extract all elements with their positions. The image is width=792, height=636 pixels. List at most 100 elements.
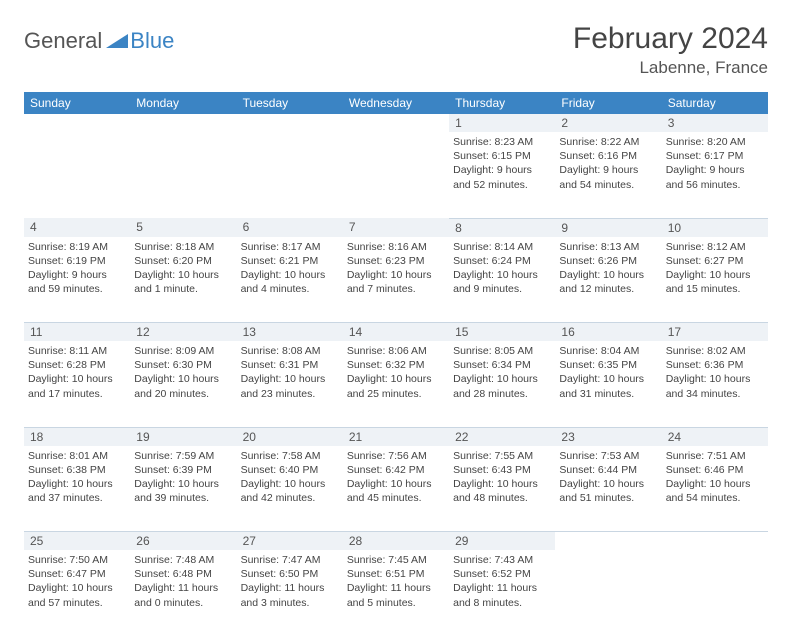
day-cell-content: Sunrise: 7:48 AMSunset: 6:48 PMDaylight:… [134, 553, 232, 610]
calendar-table: Sunday Monday Tuesday Wednesday Thursday… [24, 92, 768, 636]
day-number: 5 [130, 218, 236, 237]
day-number: 23 [555, 427, 661, 446]
sunrise-text: Sunrise: 7:51 AM [666, 449, 764, 463]
week-row: Sunrise: 8:01 AMSunset: 6:38 PMDaylight:… [24, 446, 768, 532]
daylight-text: Daylight: 10 hours and 34 minutes. [666, 372, 764, 400]
day-cell-content: Sunrise: 7:47 AMSunset: 6:50 PMDaylight:… [241, 553, 339, 610]
logo: General Blue [24, 22, 174, 54]
sunrise-text: Sunrise: 8:12 AM [666, 240, 764, 254]
sunrise-text: Sunrise: 8:18 AM [134, 240, 232, 254]
day-cell [343, 132, 449, 218]
day-cell-content: Sunrise: 8:16 AMSunset: 6:23 PMDaylight:… [347, 240, 445, 297]
day-cell-content: Sunrise: 8:01 AMSunset: 6:38 PMDaylight:… [28, 449, 126, 506]
sunrise-text: Sunrise: 8:13 AM [559, 240, 657, 254]
sunrise-text: Sunrise: 8:20 AM [666, 135, 764, 149]
day-cell: Sunrise: 8:23 AMSunset: 6:15 PMDaylight:… [449, 132, 555, 218]
day-cell: Sunrise: 7:51 AMSunset: 6:46 PMDaylight:… [662, 446, 768, 532]
weekday-header: Wednesday [343, 92, 449, 114]
day-cell: Sunrise: 7:53 AMSunset: 6:44 PMDaylight:… [555, 446, 661, 532]
sunrise-text: Sunrise: 8:22 AM [559, 135, 657, 149]
day-number [24, 114, 130, 132]
day-cell: Sunrise: 8:13 AMSunset: 6:26 PMDaylight:… [555, 237, 661, 323]
day-number: 29 [449, 532, 555, 551]
logo-text-blue: Blue [130, 28, 174, 54]
day-cell-content: Sunrise: 7:53 AMSunset: 6:44 PMDaylight:… [559, 449, 657, 506]
weekday-header: Saturday [662, 92, 768, 114]
day-number [555, 532, 661, 551]
daylight-text: Daylight: 10 hours and 9 minutes. [453, 268, 551, 296]
day-cell: Sunrise: 8:19 AMSunset: 6:19 PMDaylight:… [24, 237, 130, 323]
sunset-text: Sunset: 6:34 PM [453, 358, 551, 372]
day-cell-content: Sunrise: 8:13 AMSunset: 6:26 PMDaylight:… [559, 240, 657, 297]
sunset-text: Sunset: 6:31 PM [241, 358, 339, 372]
sunset-text: Sunset: 6:36 PM [666, 358, 764, 372]
day-cell: Sunrise: 8:08 AMSunset: 6:31 PMDaylight:… [237, 341, 343, 427]
sunrise-text: Sunrise: 7:47 AM [241, 553, 339, 567]
day-cell-content: Sunrise: 8:04 AMSunset: 6:35 PMDaylight:… [559, 344, 657, 401]
day-cell [24, 132, 130, 218]
sunset-text: Sunset: 6:23 PM [347, 254, 445, 268]
day-cell: Sunrise: 8:17 AMSunset: 6:21 PMDaylight:… [237, 237, 343, 323]
daylight-text: Daylight: 10 hours and 48 minutes. [453, 477, 551, 505]
day-cell-content: Sunrise: 8:12 AMSunset: 6:27 PMDaylight:… [666, 240, 764, 297]
sunset-text: Sunset: 6:17 PM [666, 149, 764, 163]
weekday-header: Monday [130, 92, 236, 114]
sunrise-text: Sunrise: 8:05 AM [453, 344, 551, 358]
sunrise-text: Sunrise: 8:01 AM [28, 449, 126, 463]
day-cell-content: Sunrise: 8:17 AMSunset: 6:21 PMDaylight:… [241, 240, 339, 297]
day-cell [555, 550, 661, 636]
day-cell: Sunrise: 8:04 AMSunset: 6:35 PMDaylight:… [555, 341, 661, 427]
day-number: 16 [555, 323, 661, 342]
sunset-text: Sunset: 6:39 PM [134, 463, 232, 477]
sunset-text: Sunset: 6:30 PM [134, 358, 232, 372]
logo-text-general: General [24, 28, 102, 54]
weekday-header-row: Sunday Monday Tuesday Wednesday Thursday… [24, 92, 768, 114]
day-number: 28 [343, 532, 449, 551]
day-cell-content: Sunrise: 7:43 AMSunset: 6:52 PMDaylight:… [453, 553, 551, 610]
day-cell-content: Sunrise: 7:51 AMSunset: 6:46 PMDaylight:… [666, 449, 764, 506]
day-number: 27 [237, 532, 343, 551]
day-number: 25 [24, 532, 130, 551]
page-title: February 2024 [573, 22, 768, 56]
sunset-text: Sunset: 6:51 PM [347, 567, 445, 581]
day-cell-content: Sunrise: 8:14 AMSunset: 6:24 PMDaylight:… [453, 240, 551, 297]
day-cell-content: Sunrise: 7:56 AMSunset: 6:42 PMDaylight:… [347, 449, 445, 506]
day-number: 20 [237, 427, 343, 446]
day-cell: Sunrise: 7:59 AMSunset: 6:39 PMDaylight:… [130, 446, 236, 532]
day-cell: Sunrise: 7:47 AMSunset: 6:50 PMDaylight:… [237, 550, 343, 636]
day-number [130, 114, 236, 132]
sunset-text: Sunset: 6:32 PM [347, 358, 445, 372]
day-cell: Sunrise: 8:02 AMSunset: 6:36 PMDaylight:… [662, 341, 768, 427]
sunset-text: Sunset: 6:35 PM [559, 358, 657, 372]
day-cell: Sunrise: 7:45 AMSunset: 6:51 PMDaylight:… [343, 550, 449, 636]
sunrise-text: Sunrise: 7:43 AM [453, 553, 551, 567]
sunrise-text: Sunrise: 7:56 AM [347, 449, 445, 463]
daylight-text: Daylight: 10 hours and 57 minutes. [28, 581, 126, 609]
day-cell: Sunrise: 7:55 AMSunset: 6:43 PMDaylight:… [449, 446, 555, 532]
daylight-text: Daylight: 9 hours and 59 minutes. [28, 268, 126, 296]
sunset-text: Sunset: 6:47 PM [28, 567, 126, 581]
daylight-text: Daylight: 10 hours and 20 minutes. [134, 372, 232, 400]
day-number: 12 [130, 323, 236, 342]
sunset-text: Sunset: 6:15 PM [453, 149, 551, 163]
sunrise-text: Sunrise: 7:50 AM [28, 553, 126, 567]
sunset-text: Sunset: 6:46 PM [666, 463, 764, 477]
sunset-text: Sunset: 6:43 PM [453, 463, 551, 477]
day-number: 26 [130, 532, 236, 551]
sunrise-text: Sunrise: 8:06 AM [347, 344, 445, 358]
day-number: 8 [449, 218, 555, 237]
day-number: 3 [662, 114, 768, 132]
day-cell: Sunrise: 7:50 AMSunset: 6:47 PMDaylight:… [24, 550, 130, 636]
daylight-text: Daylight: 10 hours and 1 minute. [134, 268, 232, 296]
daylight-text: Daylight: 9 hours and 56 minutes. [666, 163, 764, 191]
daylight-text: Daylight: 10 hours and 4 minutes. [241, 268, 339, 296]
weekday-header: Sunday [24, 92, 130, 114]
sunrise-text: Sunrise: 8:09 AM [134, 344, 232, 358]
day-number [662, 532, 768, 551]
day-cell: Sunrise: 8:05 AMSunset: 6:34 PMDaylight:… [449, 341, 555, 427]
day-number: 6 [237, 218, 343, 237]
weekday-header: Tuesday [237, 92, 343, 114]
day-cell-content: Sunrise: 8:06 AMSunset: 6:32 PMDaylight:… [347, 344, 445, 401]
title-block: February 2024 Labenne, France [573, 22, 768, 78]
daylight-text: Daylight: 9 hours and 54 minutes. [559, 163, 657, 191]
